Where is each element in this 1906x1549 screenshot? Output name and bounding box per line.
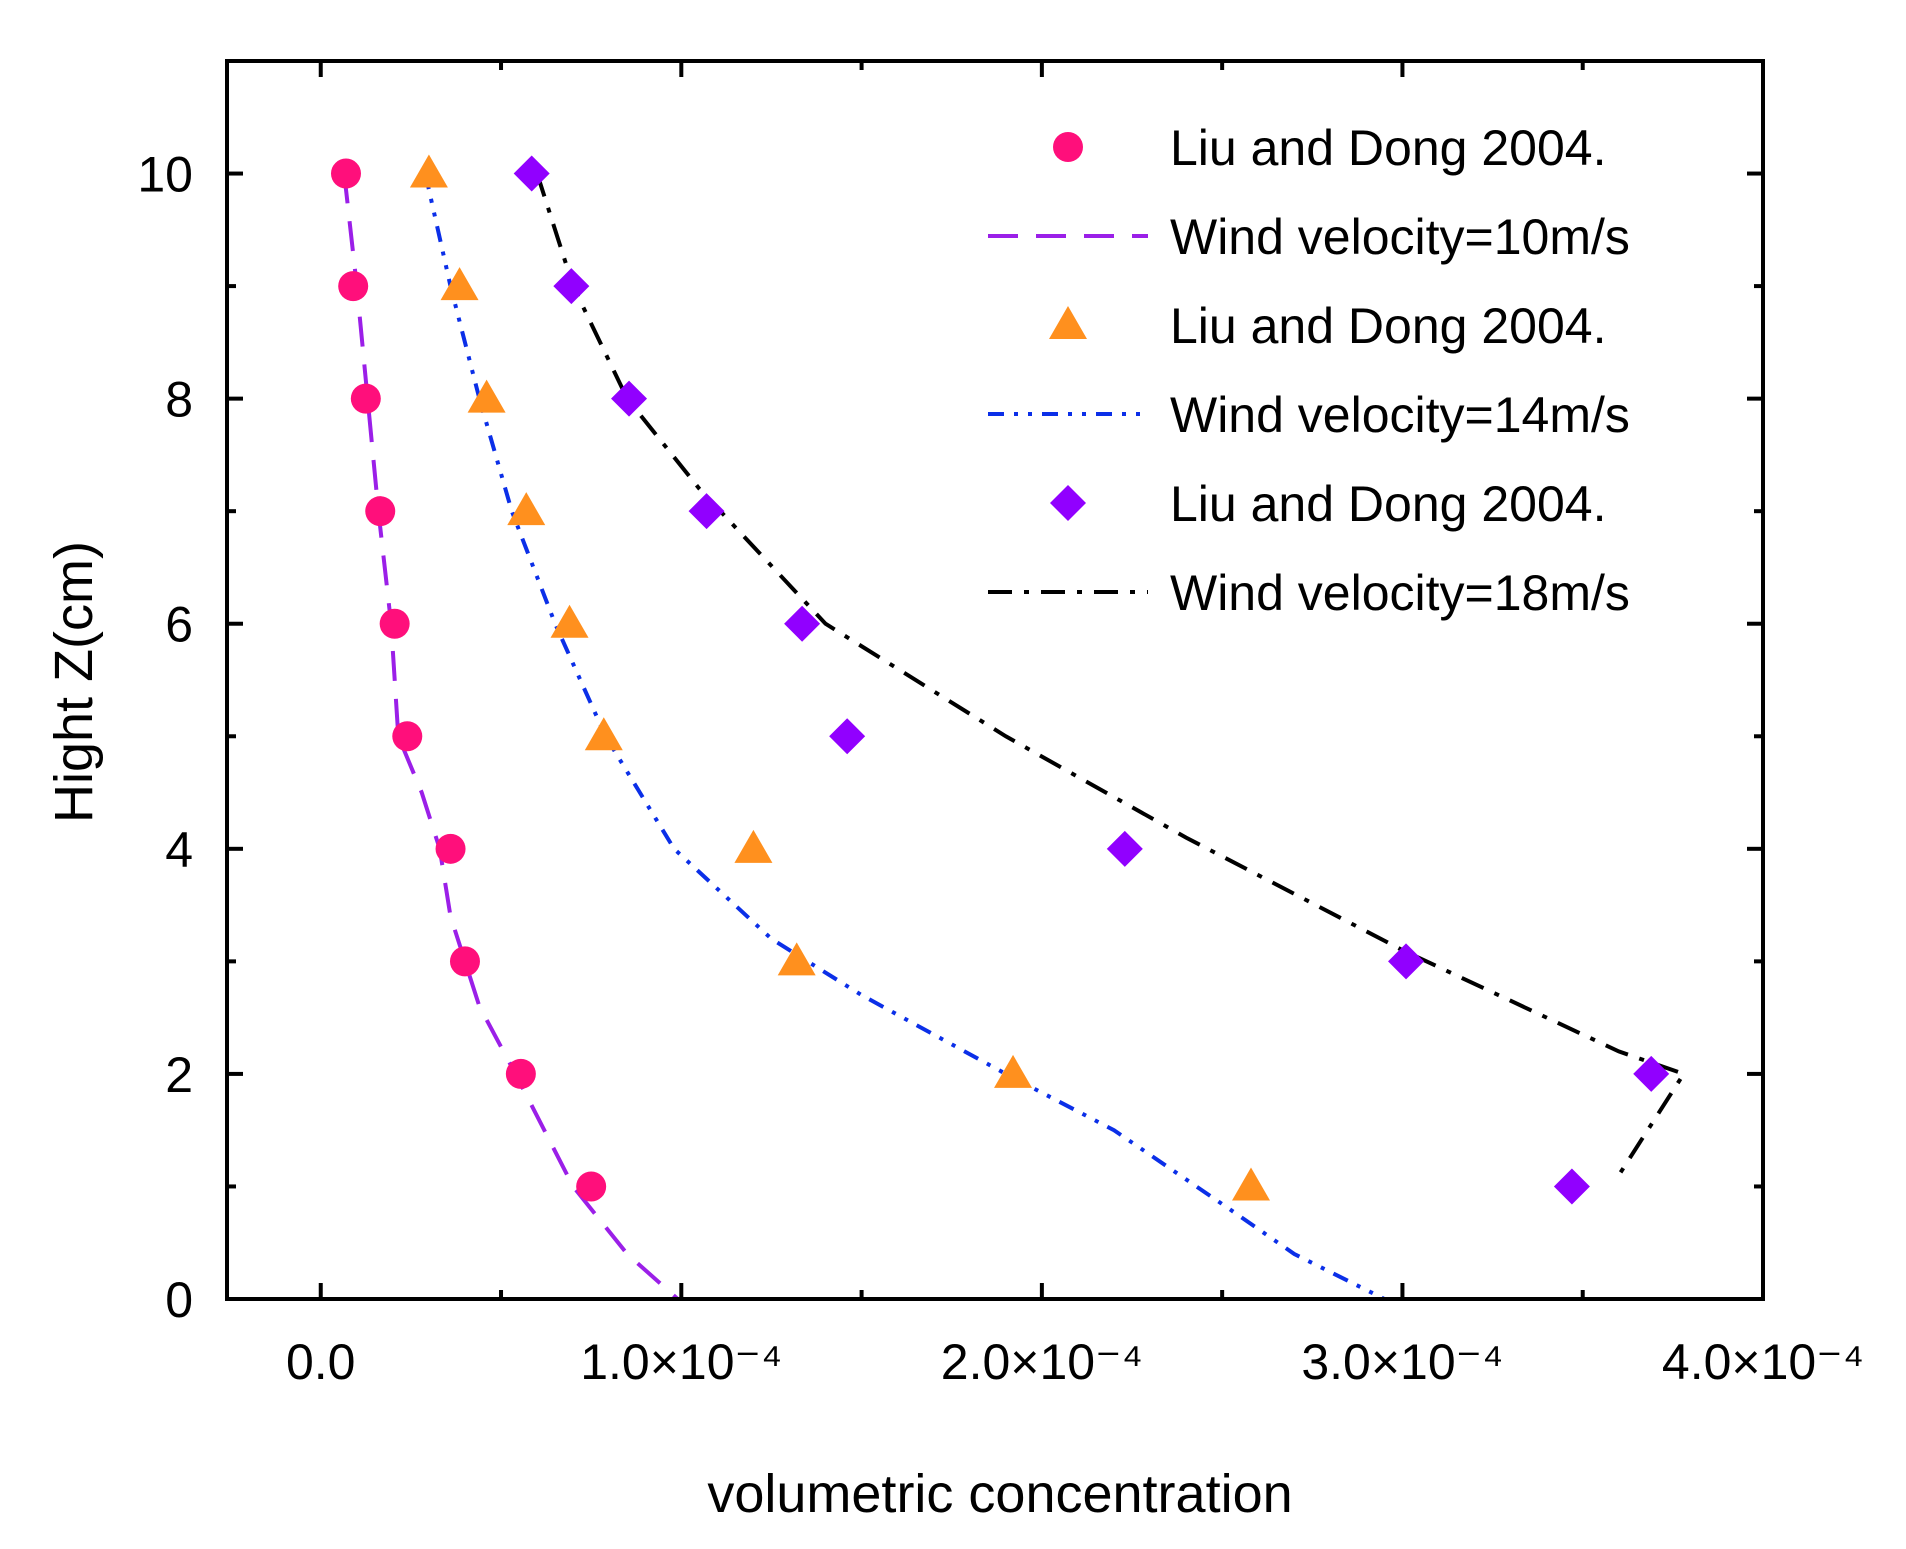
data-point-circle-6	[435, 833, 466, 864]
data-point-diamond-0	[513, 155, 550, 192]
data-point-diamond-7	[1388, 943, 1425, 980]
legend: Liu and Dong 2004. Wind velocity=10m/s Liu…	[988, 120, 1630, 621]
legend-label: Wind velocity=10m/s	[1170, 209, 1630, 265]
y-tick-label: 8	[165, 372, 193, 428]
x-tick-label: 3.0×10⁻⁴	[1301, 1334, 1503, 1390]
x-axis-title: volumetric concentration	[707, 1464, 1292, 1524]
legend-entry-2: Wind velocity=10m/s	[988, 209, 1630, 265]
data-point-triangle-3	[507, 492, 546, 526]
plot-frame	[225, 59, 1765, 1301]
data-point-diamond-4	[784, 605, 821, 642]
legend-label: Wind velocity=18m/s	[1170, 565, 1630, 621]
data-point-triangle-6	[734, 829, 773, 863]
legend-label: Liu and Dong 2004.	[1170, 476, 1606, 532]
data-point-triangle-8	[994, 1054, 1033, 1088]
legend-entry-3: Liu and Dong 2004.	[1049, 298, 1606, 354]
data-point-triangle-2	[467, 379, 506, 413]
y-tick-label: 0	[165, 1272, 193, 1328]
data-point-diamond-5	[829, 718, 866, 755]
data-point-triangle-0	[409, 154, 448, 188]
y-tick-label: 4	[165, 822, 193, 878]
y-tick-label: 10	[137, 147, 193, 203]
data-point-triangle-5	[584, 717, 623, 751]
x-tick-label: 2.0×10⁻⁴	[941, 1334, 1143, 1390]
legend-label: Liu and Dong 2004.	[1170, 120, 1606, 176]
legend-marker-circle	[1053, 132, 1083, 162]
data-point-triangle-9	[1232, 1167, 1270, 1201]
legend-entry-5: Liu and Dong 2004.	[1050, 476, 1606, 532]
legend-marker-diamond	[1050, 485, 1086, 521]
legend-entry-1: Liu and Dong 2004.	[1053, 120, 1606, 176]
data-point-triangle-1	[440, 267, 479, 301]
axes	[225, 59, 1765, 1301]
x-tick-label: 0.0	[286, 1334, 356, 1390]
series-lines	[342, 172, 1687, 1301]
series-markers	[330, 154, 1670, 1205]
data-point-diamond-6	[1106, 830, 1143, 867]
data-point-circle-4	[379, 608, 410, 639]
series-line-wind-velocity-10m-s	[342, 173, 680, 1301]
data-point-circle-9	[576, 1171, 607, 1202]
data-point-circle-3	[365, 496, 396, 527]
tick-labels: 0.0 1.0×10⁻⁴ 2.0×10⁻⁴ 3.0×10⁻⁴ 4.0×10⁻⁴ 0 2 4 6 8…	[137, 147, 1864, 1390]
data-point-circle-7	[449, 946, 480, 977]
data-point-circle-5	[392, 721, 423, 752]
data-point-triangle-7	[777, 942, 816, 976]
x-tick-label: 1.0×10⁻⁴	[580, 1334, 782, 1390]
data-point-diamond-1	[553, 268, 590, 305]
legend-marker-triangle	[1049, 306, 1087, 339]
legend-label: Liu and Dong 2004.	[1170, 298, 1606, 354]
data-point-circle-2	[350, 383, 381, 414]
data-point-circle-0	[330, 158, 361, 189]
legend-entry-4: Wind velocity=14m/s	[988, 387, 1630, 443]
data-point-circle-8	[505, 1058, 536, 1089]
series-line-wind-velocity-14m-s	[423, 173, 1386, 1301]
data-point-diamond-3	[688, 493, 725, 530]
legend-label: Wind velocity=14m/s	[1170, 387, 1630, 443]
x-tick-label: 4.0×10⁻⁴	[1662, 1334, 1864, 1390]
y-axis-title: Hight Z(cm)	[44, 541, 104, 823]
y-tick-label: 6	[165, 597, 193, 653]
series-line-wind-velocity-18m-s	[535, 172, 1687, 1177]
data-point-diamond-8	[1633, 1055, 1670, 1092]
y-tick-label: 2	[165, 1047, 193, 1103]
data-point-triangle-4	[550, 604, 589, 638]
data-point-circle-1	[338, 271, 369, 302]
legend-entry-6: Wind velocity=18m/s	[988, 565, 1630, 621]
data-point-diamond-2	[611, 380, 648, 417]
data-point-diamond-9	[1553, 1168, 1590, 1205]
